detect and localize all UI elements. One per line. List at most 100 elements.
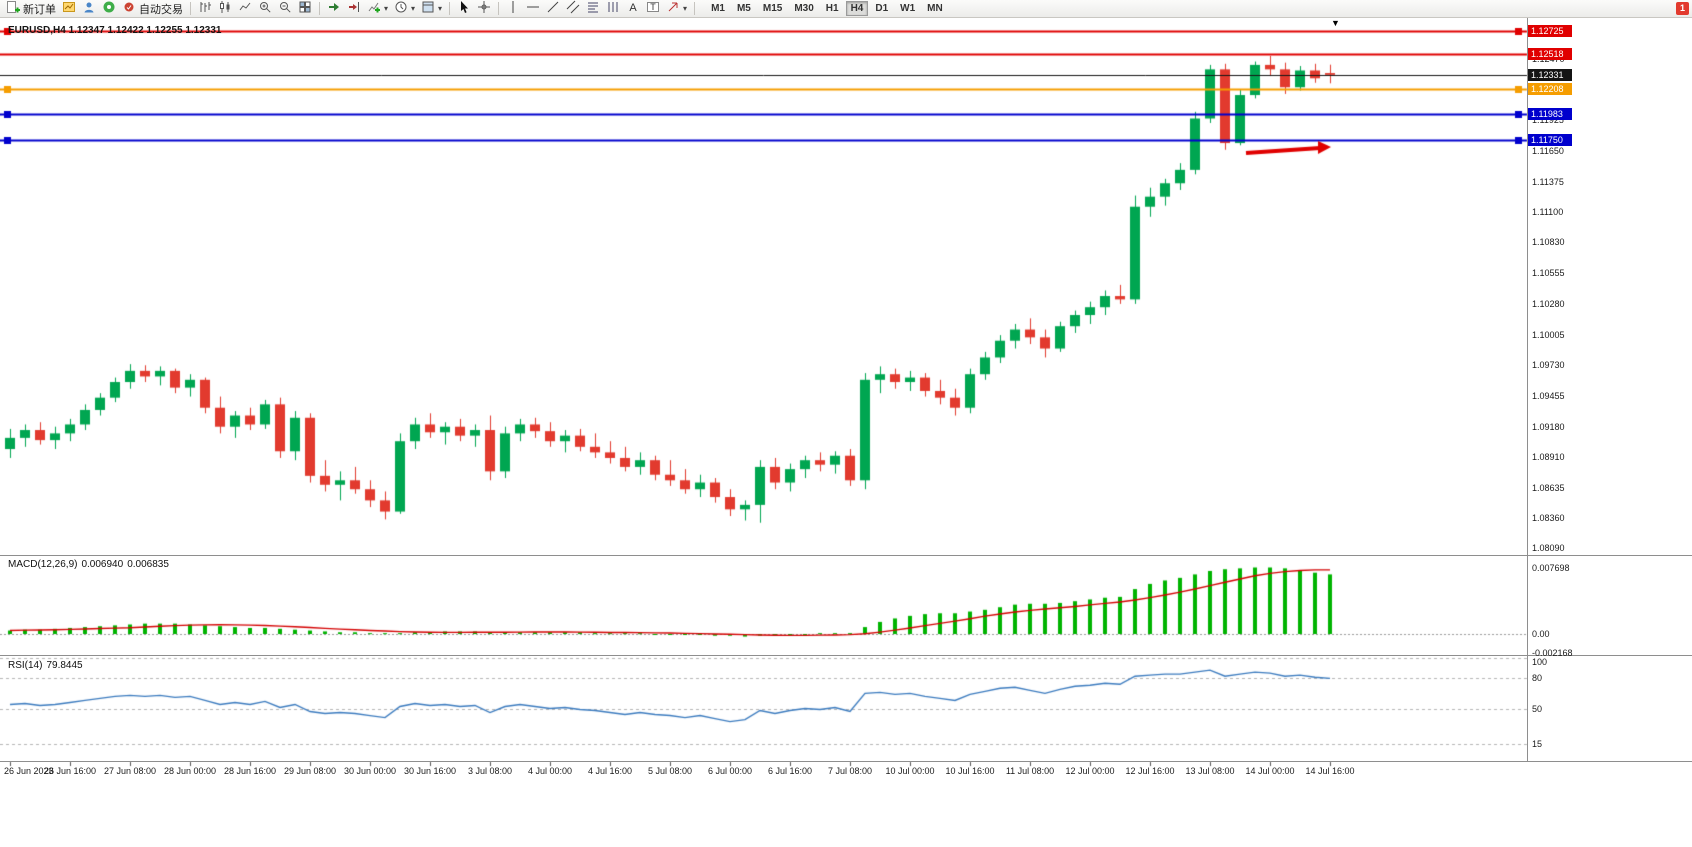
timeframe-button-w1[interactable]: W1 — [895, 1, 920, 16]
price-axis-label: 1.09730 — [1532, 360, 1565, 370]
cycle-lines-button[interactable] — [603, 1, 623, 17]
macd-main-value: 0.006940 — [81, 559, 124, 570]
auto-scroll-icon — [327, 0, 341, 17]
text-button[interactable]: A — [623, 1, 643, 17]
price-tag[interactable]: 1.12331 — [1528, 69, 1572, 81]
price-tag[interactable]: 1.11983 — [1528, 108, 1572, 120]
timeframe-button-h1[interactable]: H1 — [821, 1, 844, 16]
autotrading-label: 自动交易 — [139, 3, 183, 16]
price-axis-label: 1.08910 — [1532, 452, 1565, 462]
mql5-button[interactable] — [99, 1, 119, 17]
time-axis-label: 6 Jul 16:00 — [767, 766, 813, 776]
price-tag[interactable]: 1.12725 — [1528, 25, 1572, 37]
arrows-button[interactable]: ▾ — [663, 1, 690, 17]
price-axis-label: 1.10555 — [1532, 268, 1565, 278]
zoom-in-icon — [258, 0, 272, 17]
zoom-in-button[interactable] — [255, 1, 275, 17]
toolbar-separator — [498, 2, 500, 15]
market-watch-button[interactable] — [79, 1, 99, 17]
bar-chart-button[interactable] — [195, 1, 215, 17]
price-axis-label: 1.11100 — [1532, 207, 1564, 217]
panel-separator[interactable] — [0, 655, 1692, 656]
equidistant-channel-button[interactable] — [563, 0, 583, 17]
timeframe-button-mn[interactable]: MN — [922, 1, 948, 16]
price-axis-label: 1.08360 — [1532, 513, 1565, 523]
price-tag[interactable]: 1.12208 — [1528, 83, 1572, 95]
vertical-line-button[interactable] — [503, 1, 523, 17]
price-tag[interactable]: 1.12518 — [1528, 48, 1572, 60]
cursor-button[interactable] — [454, 1, 474, 17]
chart-shift-icon — [347, 0, 361, 17]
tile-windows-icon — [298, 0, 312, 17]
macd-signal-value: 0.006835 — [127, 559, 169, 570]
vertical-line-icon — [506, 0, 520, 17]
toolbar-separator — [694, 2, 696, 15]
timeframe-button-h4[interactable]: H4 — [845, 1, 869, 16]
new-order-button[interactable]: 新订单 — [3, 1, 59, 17]
rsi-label: RSI(14) 79.8445 — [8, 660, 87, 671]
time-axis-label: 11 Jul 08:00 — [1005, 766, 1055, 776]
auto-scroll-button[interactable] — [324, 1, 344, 17]
text-label-icon: T — [646, 0, 660, 17]
price-tag[interactable]: 1.11750 — [1528, 134, 1572, 146]
candlestick-chart-icon — [218, 0, 232, 17]
horizontal-line-button[interactable] — [523, 1, 543, 17]
crosshair-button[interactable] — [474, 1, 494, 17]
timeframe-button-m15[interactable]: M15 — [758, 1, 787, 16]
periods-button[interactable]: ▾ — [391, 1, 418, 17]
timeframe-group: M1 M5 M15 M30 H1 H4 D1 W1 MN — [705, 1, 949, 16]
indicators-button[interactable]: ▾ — [364, 1, 391, 17]
time-axis-label: 30 Jun 00:00 — [343, 766, 397, 776]
candlestick-chart-button[interactable] — [215, 1, 235, 17]
horizontal-line-icon — [526, 0, 540, 17]
templates-button[interactable]: ▾ — [418, 1, 445, 17]
line-chart-button[interactable] — [235, 1, 255, 17]
time-axis-label: 27 Jun 08:00 — [103, 766, 157, 776]
time-axis-label: 26 Jun 2023 — [4, 766, 54, 776]
macd-label: MACD(12,26,9) 0.006940 0.006835 — [8, 559, 173, 570]
toolbar-separator — [319, 2, 320, 15]
zoom-out-button[interactable] — [275, 1, 295, 17]
indicators-icon — [367, 0, 381, 17]
line-chart-icon — [238, 0, 252, 17]
price-axis-separator — [1527, 18, 1528, 761]
new-chart-button[interactable] — [59, 1, 79, 17]
text-label-button[interactable]: T — [643, 1, 663, 17]
rsi-axis-label: 100 — [1532, 657, 1548, 667]
timeframe-button-d1[interactable]: D1 — [870, 1, 893, 16]
zoom-out-icon — [278, 0, 292, 17]
notification-badge[interactable]: 1 — [1676, 2, 1689, 15]
macd-axis-label: 0.00 — [1532, 629, 1550, 639]
macd-axis-label: 0.007698 — [1532, 563, 1570, 573]
time-axis-label: 26 Jun 16:00 — [43, 766, 97, 776]
autotrading-button[interactable]: 自动交易 — [119, 1, 186, 17]
time-axis-label: 12 Jul 00:00 — [1065, 766, 1115, 776]
panel-separator[interactable] — [0, 555, 1692, 556]
price-axis-label: 1.09180 — [1532, 422, 1565, 432]
fibonacci-button[interactable] — [583, 1, 603, 17]
timeframe-button-m1[interactable]: M1 — [706, 1, 730, 16]
price-axis-label: 1.11925 — [1532, 115, 1564, 125]
new-chart-icon — [62, 0, 76, 17]
time-axis-label: 28 Jun 00:00 — [163, 766, 217, 776]
trendline-button[interactable] — [543, 1, 563, 17]
time-axis-label: 28 Jun 16:00 — [223, 766, 277, 776]
time-axis-label: 13 Jul 08:00 — [1185, 766, 1235, 776]
toolbar-separator — [449, 2, 451, 15]
time-axis-label: 4 Jul 16:00 — [587, 766, 633, 776]
time-axis-label: 3 Jul 08:00 — [467, 766, 513, 776]
price-axis-label: 1.10005 — [1532, 330, 1565, 340]
time-axis-label: 12 Jul 16:00 — [1125, 766, 1175, 776]
cursor-icon — [457, 0, 471, 17]
tile-windows-button[interactable] — [295, 1, 315, 17]
text-icon: A — [626, 0, 640, 17]
timeframe-button-m30[interactable]: M30 — [789, 1, 818, 16]
time-axis-separator — [0, 761, 1692, 762]
chart-shift-button[interactable] — [344, 1, 364, 17]
time-axis-label: 5 Jul 08:00 — [647, 766, 693, 776]
bar-chart-icon — [198, 0, 212, 17]
timeframe-button-m5[interactable]: M5 — [732, 1, 756, 16]
time-axis-label: 10 Jul 16:00 — [945, 766, 995, 776]
new-order-icon — [6, 0, 20, 17]
